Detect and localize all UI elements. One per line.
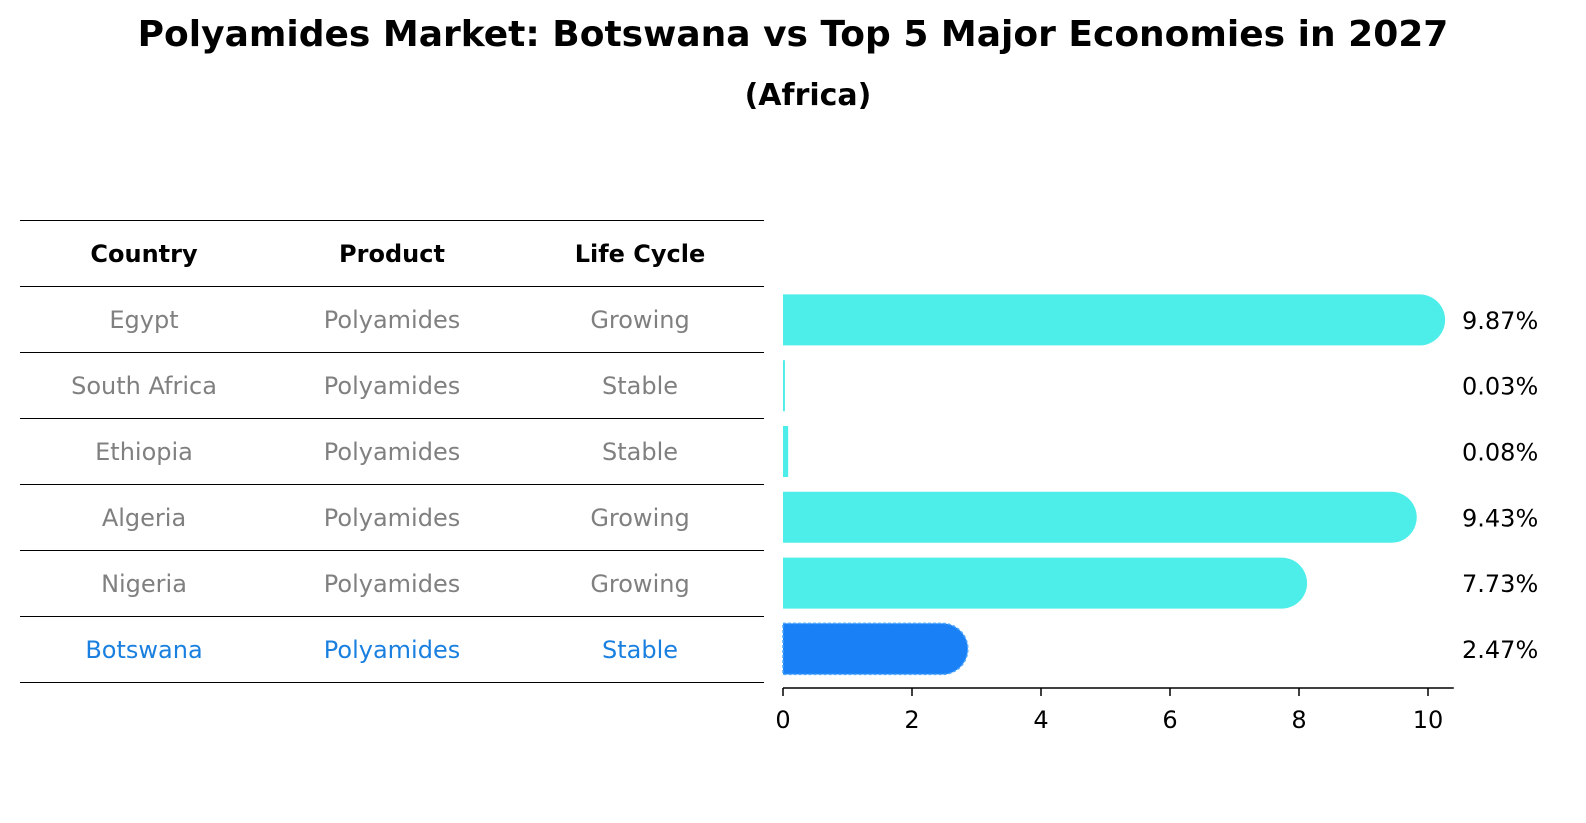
bar-nigeria xyxy=(783,557,1308,609)
cell-country: Algeria xyxy=(20,484,268,551)
data-table: Country Product Life Cycle Egypt Polyami… xyxy=(20,220,764,683)
bar-algeria xyxy=(783,491,1417,543)
bar-south-africa xyxy=(783,360,785,412)
value-label: 2.47% xyxy=(1462,636,1538,664)
cell-life-cycle: Growing xyxy=(516,286,764,353)
value-label: 7.73% xyxy=(1462,570,1538,598)
cell-product: Polyamides xyxy=(268,352,516,419)
cell-country: Nigeria xyxy=(20,550,268,617)
header-product: Product xyxy=(268,220,516,287)
header-life-cycle: Life Cycle xyxy=(516,220,764,287)
value-label: 0.03% xyxy=(1462,373,1538,401)
x-tick-label: 0 xyxy=(775,706,790,734)
cell-country: Egypt xyxy=(20,286,268,353)
cell-country: Ethiopia xyxy=(20,418,268,485)
cell-life-cycle: Growing xyxy=(516,550,764,617)
value-label: 9.87% xyxy=(1462,307,1538,335)
cell-life-cycle: Growing xyxy=(516,484,764,551)
cell-product: Polyamides xyxy=(268,484,516,551)
bar-botswana xyxy=(782,622,969,676)
x-tick-label: 6 xyxy=(1162,706,1177,734)
cell-product: Polyamides xyxy=(268,418,516,485)
table-row: Nigeria Polyamides Growing xyxy=(20,550,764,617)
table-row: Algeria Polyamides Growing xyxy=(20,484,764,551)
header-country: Country xyxy=(20,220,268,287)
value-label: 0.08% xyxy=(1462,439,1538,467)
cell-product: Polyamides xyxy=(268,286,516,353)
x-tick-label: 2 xyxy=(904,706,919,734)
chart-title: Polyamides Market: Botswana vs Top 5 Maj… xyxy=(137,14,1449,55)
table-header-row: Country Product Life Cycle xyxy=(20,220,764,287)
x-tick-label: 8 xyxy=(1291,706,1306,734)
x-tick-label: 10 xyxy=(1413,706,1444,734)
value-label: 9.43% xyxy=(1462,504,1538,532)
table-row-highlighted: Botswana Polyamides Stable xyxy=(20,616,764,683)
table-row: Ethiopia Polyamides Stable xyxy=(20,418,764,485)
cell-life-cycle: Stable xyxy=(516,616,764,683)
x-tick-label: 4 xyxy=(1033,706,1048,734)
cell-country: Botswana xyxy=(20,616,268,683)
cell-product: Polyamides xyxy=(268,550,516,617)
table-row: South Africa Polyamides Stable xyxy=(20,352,764,419)
bar-egypt xyxy=(783,294,1446,346)
cell-product: Polyamides xyxy=(268,616,516,683)
bar-ethiopia xyxy=(783,426,789,477)
chart-subtitle: (Africa) xyxy=(744,78,872,113)
cell-country: South Africa xyxy=(20,352,268,419)
cell-life-cycle: Stable xyxy=(516,418,764,485)
table-row: Egypt Polyamides Growing xyxy=(20,286,764,353)
